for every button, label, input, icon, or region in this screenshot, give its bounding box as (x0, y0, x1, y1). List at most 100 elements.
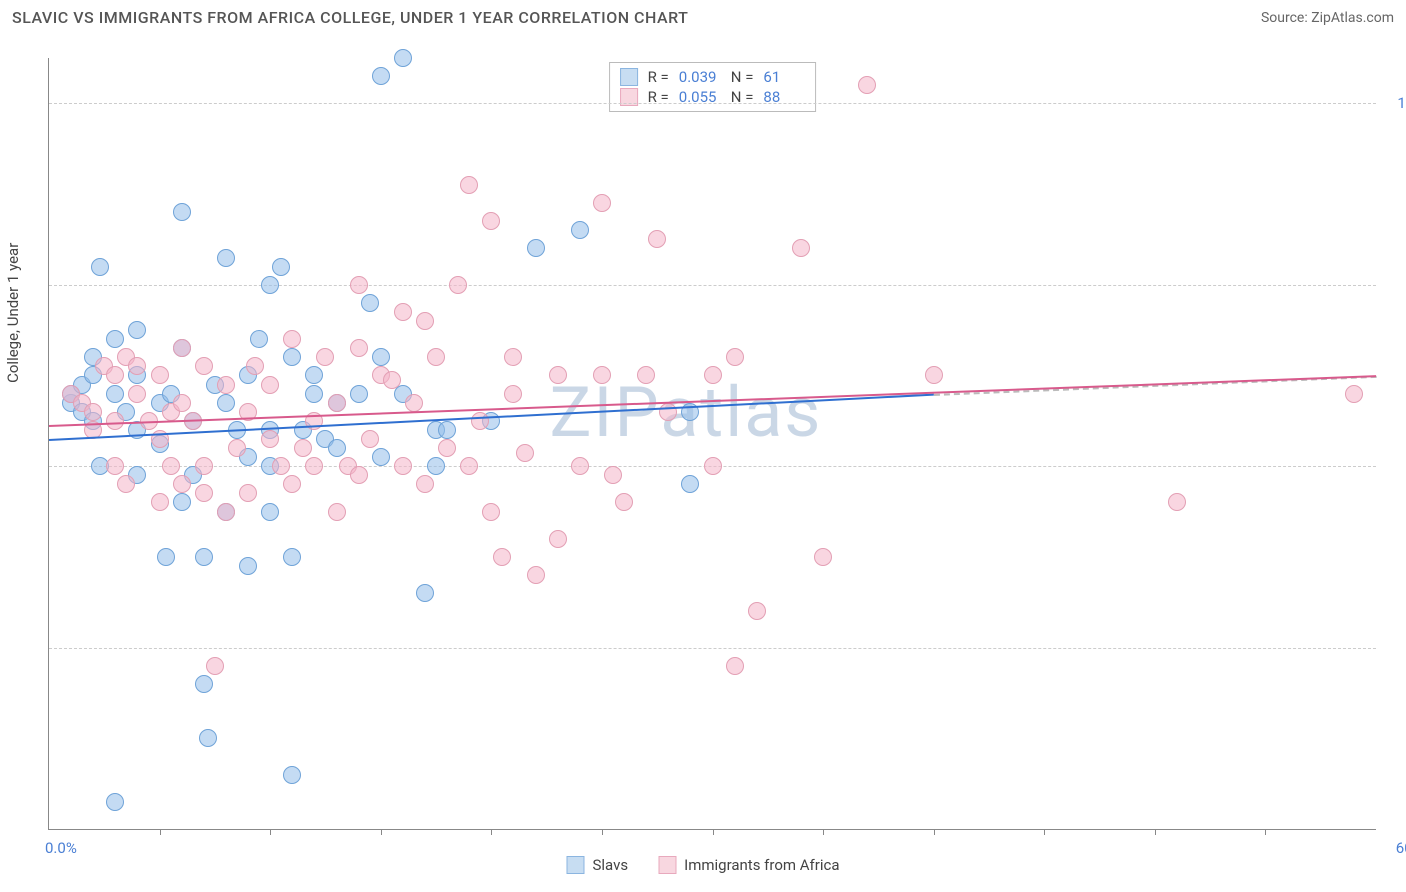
data-point (91, 258, 109, 276)
data-point (283, 548, 301, 566)
data-point (549, 366, 567, 384)
y-axis-title: College, Under 1 year (4, 242, 22, 382)
data-point (361, 430, 379, 448)
data-point (350, 276, 368, 294)
data-point (261, 376, 279, 394)
data-point (361, 294, 379, 312)
data-point (504, 348, 522, 366)
x-tick (823, 829, 824, 835)
data-point (106, 366, 124, 384)
y-tick-label: 80.0% (1386, 276, 1406, 294)
data-point (637, 366, 655, 384)
data-point (195, 357, 213, 375)
data-point (128, 321, 146, 339)
data-point (350, 466, 368, 484)
data-point (460, 176, 478, 194)
data-point (261, 430, 279, 448)
data-point (527, 239, 545, 257)
stat-r-label: R = (648, 68, 669, 86)
data-point (792, 239, 810, 257)
data-point (482, 212, 500, 230)
data-point (858, 76, 876, 94)
data-point (516, 444, 534, 462)
data-point (151, 366, 169, 384)
data-point (173, 339, 191, 357)
data-point (748, 602, 766, 620)
gridline (49, 648, 1376, 649)
data-point (305, 457, 323, 475)
scatter-chart: College, Under 1 year ZIPatlas 0.0% 60.0… (48, 58, 1376, 830)
data-point (261, 276, 279, 294)
data-point (394, 457, 412, 475)
data-point (217, 376, 235, 394)
data-point (316, 348, 334, 366)
data-point (239, 557, 257, 575)
data-point (173, 394, 191, 412)
x-axis-min-label: 0.0% (45, 839, 77, 857)
x-tick (381, 829, 382, 835)
data-point (195, 484, 213, 502)
data-point (394, 49, 412, 67)
data-point (704, 457, 722, 475)
data-point (416, 312, 434, 330)
data-point (1168, 493, 1186, 511)
legend-label: Slavs (592, 856, 628, 874)
legend-item: Slavs (566, 856, 628, 874)
data-point (117, 475, 135, 493)
data-point (106, 330, 124, 348)
data-point (604, 466, 622, 484)
data-point (217, 249, 235, 267)
y-tick-label: 100.0% (1386, 94, 1406, 112)
data-point (151, 493, 169, 511)
data-point (504, 385, 522, 403)
data-point (217, 394, 235, 412)
data-point (593, 194, 611, 212)
data-point (162, 457, 180, 475)
data-point (427, 348, 445, 366)
data-point (272, 457, 290, 475)
stat-r-value: 0.039 (679, 68, 721, 86)
data-point (405, 394, 423, 412)
x-tick (1155, 829, 1156, 835)
data-point (549, 530, 567, 548)
data-point (328, 439, 346, 457)
x-tick (491, 829, 492, 835)
data-point (283, 766, 301, 784)
data-point (250, 330, 268, 348)
data-point (449, 276, 467, 294)
data-point (305, 385, 323, 403)
data-point (726, 348, 744, 366)
x-tick (713, 829, 714, 835)
data-point (681, 475, 699, 493)
data-point (493, 548, 511, 566)
x-tick (602, 829, 603, 835)
data-point (383, 371, 401, 389)
data-point (128, 357, 146, 375)
data-point (704, 366, 722, 384)
data-point (372, 67, 390, 85)
data-point (726, 657, 744, 675)
x-tick (1044, 829, 1045, 835)
swatch-icon (658, 856, 676, 874)
x-tick (934, 829, 935, 835)
data-point (372, 448, 390, 466)
stat-n-label: N = (731, 68, 754, 86)
data-point (195, 675, 213, 693)
swatch-icon (620, 68, 638, 86)
data-point (571, 221, 589, 239)
legend-item: Immigrants from Africa (658, 856, 839, 874)
data-point (228, 439, 246, 457)
data-point (814, 548, 832, 566)
data-point (593, 366, 611, 384)
data-point (84, 403, 102, 421)
data-point (925, 366, 943, 384)
data-point (173, 203, 191, 221)
legend-label: Immigrants from Africa (684, 856, 839, 874)
data-point (427, 457, 445, 475)
data-point (294, 439, 312, 457)
data-point (173, 493, 191, 511)
data-point (416, 584, 434, 602)
data-point (206, 657, 224, 675)
data-point (394, 303, 412, 321)
data-point (217, 503, 235, 521)
